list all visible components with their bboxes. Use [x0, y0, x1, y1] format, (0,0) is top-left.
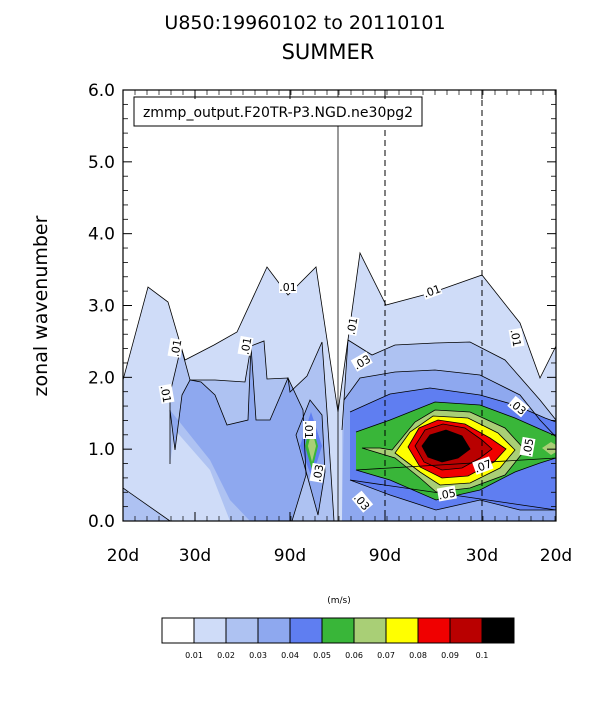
contour-labels: .01.01.01.01.01.01.01.01.03.03.03.03.05.… — [158, 280, 537, 513]
svg-text:.05: .05 — [521, 437, 537, 456]
colorbar-label: 0.08 — [409, 651, 427, 660]
contour-line-004 — [349, 387, 556, 511]
x-axis: 20d 30d 90d 90d 30d 20d — [107, 90, 572, 566]
contour-fills — [123, 253, 556, 521]
colorbar-label: 0.1 — [476, 651, 489, 660]
chart-subtitle: SUMMER — [282, 40, 375, 64]
units-label: (m/s) — [327, 596, 351, 606]
contour-label: .01 — [302, 421, 316, 439]
contour-label: .07 — [472, 456, 494, 476]
colorbar-label: 0.03 — [249, 651, 267, 660]
contour-line-003a — [169, 345, 307, 521]
colorbar-swatch — [449, 617, 483, 644]
x-tick-label: 90d — [274, 546, 306, 566]
colorbar-swatch — [161, 617, 195, 644]
contour-line-008 — [407, 419, 507, 479]
contour-label: .01 — [421, 281, 443, 301]
contour-label: .01 — [279, 280, 297, 294]
y-tick-label: 1.0 — [88, 440, 115, 460]
contour-label: .01 — [158, 383, 175, 404]
contour-label: .05 — [436, 485, 457, 503]
contour-line-006 — [361, 409, 526, 493]
colorbar: 0.01 0.02 0.03 0.04 0.05 0.06 0.07 0.08 0.09 0.1 — [161, 617, 515, 660]
colorbar-label: 0.01 — [185, 651, 203, 660]
colorbar-swatch — [321, 617, 355, 644]
svg-text:.05: .05 — [437, 487, 456, 503]
colorbar-label: 0.09 — [441, 651, 459, 660]
colorbar-label: 0.07 — [377, 651, 395, 660]
x-tick-label: 20d — [540, 546, 572, 566]
x-tick-label: 90d — [369, 546, 401, 566]
colorbar-label: 0.02 — [217, 651, 235, 660]
annotation-box — [133, 96, 423, 127]
y-tick-label: 0.0 — [88, 512, 115, 532]
svg-text:.01: .01 — [345, 316, 361, 335]
x-tick-label: 20d — [107, 546, 139, 566]
colorbar-label: 0.04 — [281, 651, 299, 660]
contour-line-007 — [394, 415, 516, 486]
contour-line-002c — [341, 339, 556, 431]
y-tick-label: 6.0 — [88, 81, 115, 101]
contour-line-005 — [355, 401, 556, 501]
y-tick-label: 4.0 — [88, 225, 115, 245]
svg-text:.07: .07 — [473, 457, 494, 475]
contour-line-010 — [421, 429, 471, 463]
svg-text:.01: .01 — [302, 421, 315, 439]
y-axis-label: zonal wavenumber — [30, 215, 52, 396]
colorbar-swatch — [417, 617, 451, 644]
colorbar-label: 0.06 — [345, 651, 363, 660]
contour-label: .01 — [508, 327, 525, 348]
contour-line-002a — [123, 487, 171, 521]
svg-text:.01: .01 — [239, 336, 255, 355]
annotation-text: zmmp_output.F20TR-P3.NGD.ne30pg2 — [143, 105, 413, 121]
contour-lines — [123, 251, 556, 521]
colorbar-swatch — [225, 617, 259, 644]
colorbar-swatch — [353, 617, 387, 644]
contour-label: .01 — [343, 315, 361, 336]
svg-text:.03: .03 — [311, 463, 327, 482]
svg-text:.01: .01 — [158, 384, 174, 403]
colorbar-swatch — [257, 617, 291, 644]
colorbar-swatch — [481, 617, 515, 644]
svg-text:.01: .01 — [169, 338, 185, 357]
y-tick-label: 3.0 — [88, 297, 115, 317]
x-tick-label: 30d — [466, 546, 498, 566]
colorbar-swatch — [385, 617, 419, 644]
svg-text:.01: .01 — [279, 281, 297, 294]
colorbar-swatch — [193, 617, 227, 644]
contour-line-003b — [343, 369, 556, 438]
y-axis: 0.0 1.0 2.0 3.0 4.0 5.0 6.0 — [88, 81, 556, 532]
contour-label: .01 — [237, 335, 255, 356]
contour-line-002b — [169, 340, 335, 521]
contour-fill-010 — [422, 430, 470, 462]
y-tick-label: 5.0 — [88, 153, 115, 173]
contour-line-009 — [414, 423, 493, 471]
colorbar-label: 0.05 — [313, 651, 331, 660]
contour-line-003c — [295, 399, 326, 516]
contour-label: .03 — [309, 462, 327, 483]
contour-label: .01 — [167, 337, 185, 358]
colorbar-swatch — [289, 617, 323, 644]
y-tick-label: 2.0 — [88, 368, 115, 388]
svg-text:.01: .01 — [422, 282, 443, 300]
chart-title: U850:19960102 to 20110101 — [164, 12, 445, 34]
x-tick-label: 30d — [179, 546, 211, 566]
contour-label: .05 — [519, 436, 537, 457]
svg-text:.01: .01 — [508, 328, 524, 347]
